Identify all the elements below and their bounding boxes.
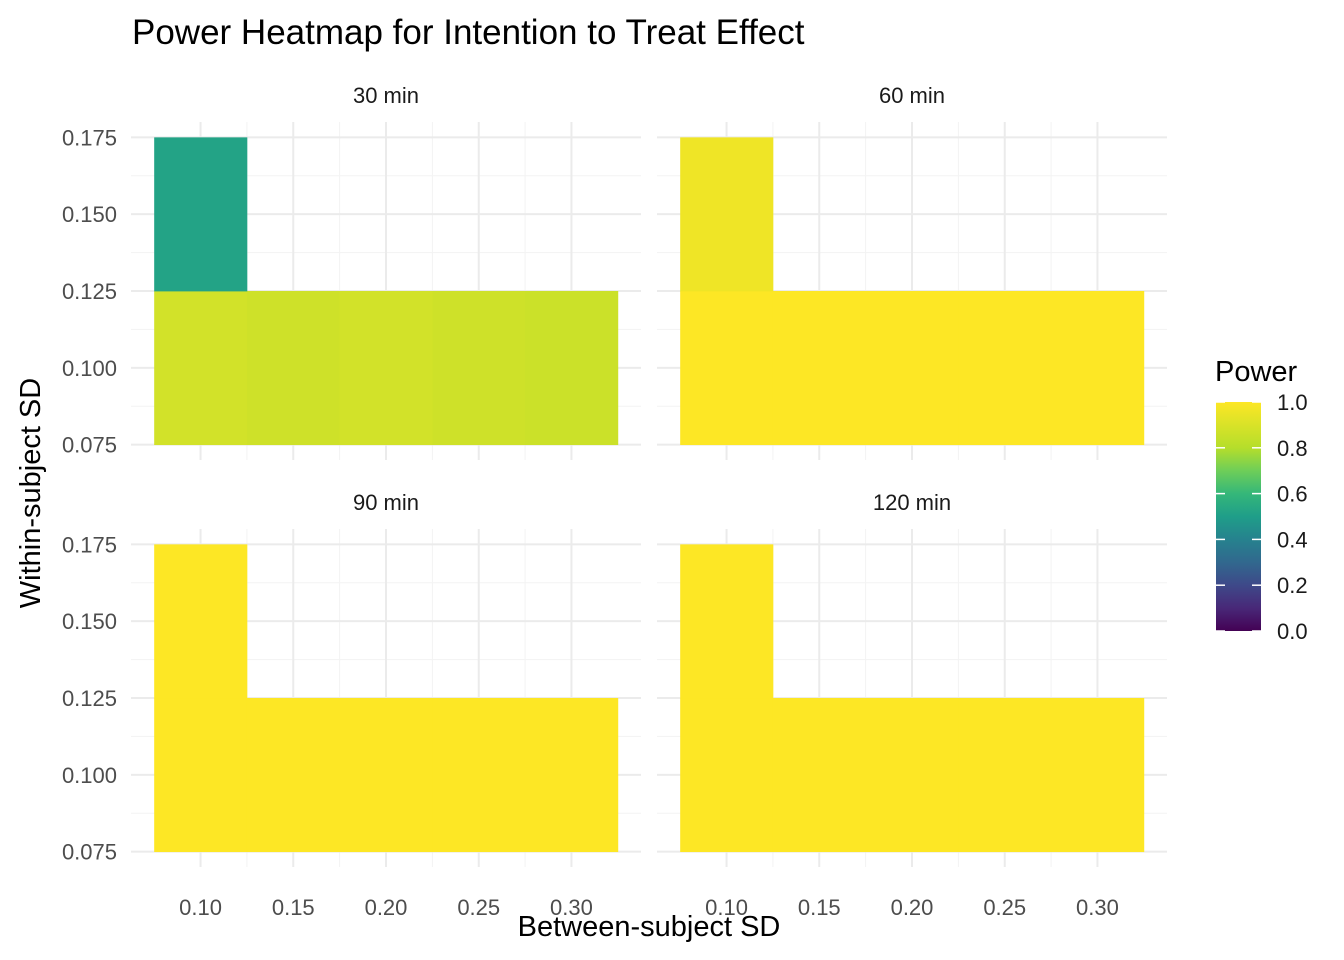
x-tick-label: 0.10 [705, 895, 748, 920]
power-legend: Power 0.0 0.2 0.4 0.6 0.8 1.0 [1215, 356, 1308, 644]
heatmap-cell [432, 291, 526, 446]
facet-panel: 90 min 0.075 0.100 0.125 0.150 0.175 0.10 0.15 0… [62, 490, 641, 920]
facet-strip-label: 120 min [873, 490, 951, 515]
legend-ticks: 0.0 0.2 0.4 0.6 0.8 1.0 [1216, 390, 1308, 644]
heatmap-cell [680, 137, 774, 292]
y-tick-label: 0.150 [62, 609, 117, 634]
heatmap-cell [339, 698, 433, 853]
y-tick-label: 0.150 [62, 202, 117, 227]
legend-tick-label: 0.6 [1277, 482, 1308, 507]
x-axis-title: Between-subject SD [518, 911, 781, 943]
x-tick-label: 0.25 [983, 895, 1026, 920]
facet-strip-label: 60 min [879, 83, 945, 108]
legend-colorbar [1216, 402, 1261, 631]
y-tick-label: 0.175 [62, 125, 117, 150]
y-tick-label: 0.075 [62, 433, 117, 458]
x-tick-label: 0.25 [457, 895, 500, 920]
y-tick-label: 0.100 [62, 356, 117, 381]
y-tick-label: 0.125 [62, 686, 117, 711]
y-tick-label: 0.175 [62, 532, 117, 557]
heatmap-cell [958, 291, 1052, 446]
heatmap-cell [525, 698, 619, 853]
heatmap-cell [1051, 698, 1145, 853]
y-tick-label: 0.125 [62, 279, 117, 304]
heatmap-cell [154, 698, 248, 853]
facet-panels: 30 min 0.075 0.100 0.125 0.150 0.175 60 min 90 … [62, 83, 1167, 920]
facet-strip-label: 30 min [353, 83, 419, 108]
y-tick-label: 0.075 [62, 840, 117, 865]
heatmap-cell [525, 291, 619, 446]
heatmap-cell [1051, 291, 1145, 446]
x-tick-label: 0.30 [550, 895, 593, 920]
heatmap-cell [339, 291, 433, 446]
heatmap-cell [154, 137, 248, 292]
legend-tick-label: 0.4 [1277, 527, 1308, 552]
heatmap-cell [246, 291, 341, 446]
plot-title: Power Heatmap for Intention to Treat Eff… [132, 13, 805, 52]
heatmap-cell [154, 544, 248, 699]
y-tick-label: 0.100 [62, 763, 117, 788]
y-axis-title: Within-subject SD [15, 378, 47, 608]
heatmap-cell [772, 291, 867, 446]
heatmap-cell [680, 698, 774, 853]
legend-tick-label: 1.0 [1277, 390, 1308, 415]
facet-panel: 120 min 0.10 0.15 0.20 0.25 0.30 [657, 490, 1167, 920]
heatmap-cell [865, 291, 959, 446]
x-tick-label: 0.15 [798, 895, 841, 920]
heatmap-cell [680, 544, 774, 699]
facet-strip-label: 90 min [353, 490, 419, 515]
facet-panel: 30 min 0.075 0.100 0.125 0.150 0.175 [62, 83, 641, 460]
x-tick-label: 0.20 [891, 895, 934, 920]
heatmap-cell [432, 698, 526, 853]
legend-tick-label: 0.2 [1277, 573, 1308, 598]
legend-tick-label: 0.8 [1277, 436, 1308, 461]
heatmap-cell [865, 698, 959, 853]
heatmap-cell [246, 698, 341, 853]
x-tick-label: 0.10 [179, 895, 222, 920]
heatmap-cell [154, 291, 248, 446]
x-tick-label: 0.20 [365, 895, 408, 920]
legend-tick-label: 0.0 [1277, 619, 1308, 644]
x-tick-label: 0.30 [1076, 895, 1119, 920]
facet-panel: 60 min [657, 83, 1167, 460]
heatmap-cell [680, 291, 774, 446]
heatmap-cell [958, 698, 1052, 853]
x-tick-label: 0.15 [272, 895, 315, 920]
heatmap-cell [772, 698, 867, 853]
legend-title: Power [1215, 356, 1298, 388]
